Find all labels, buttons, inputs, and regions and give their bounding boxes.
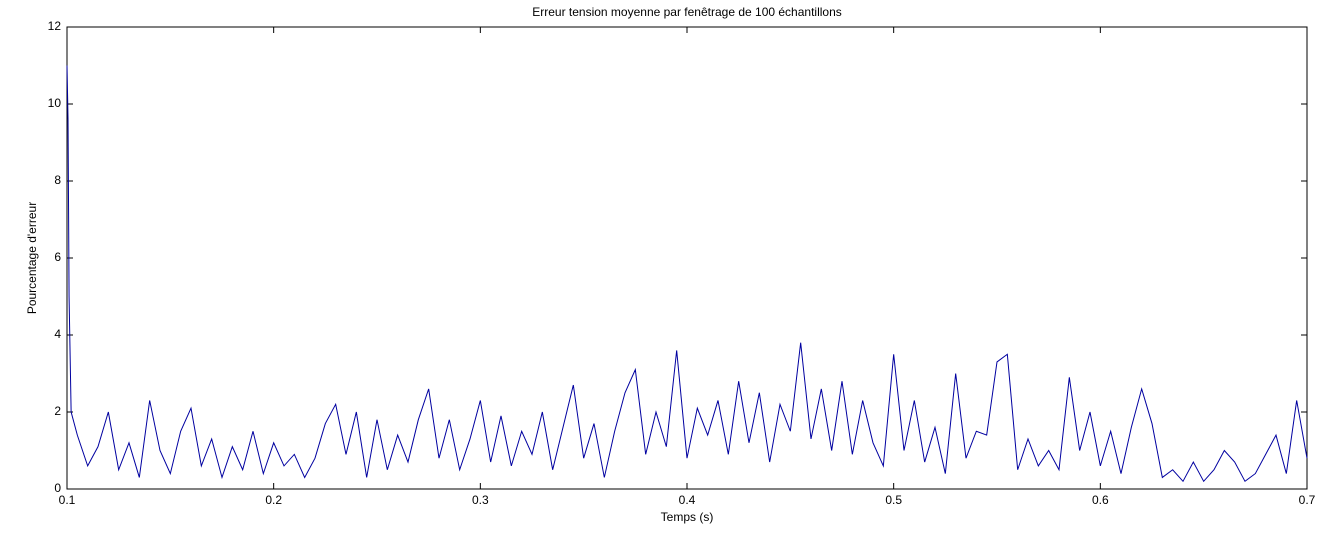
y-tick-label: 12 bbox=[48, 19, 62, 33]
x-tick-label: 0.6 bbox=[1092, 493, 1109, 507]
y-axis-label: Pourcentage d'erreur bbox=[25, 202, 39, 314]
x-tick-label: 0.3 bbox=[472, 493, 489, 507]
data-line bbox=[66, 65, 1308, 483]
y-tick-label: 2 bbox=[54, 404, 61, 418]
y-tick-label: 0 bbox=[54, 481, 61, 495]
x-tick-label: 0.5 bbox=[885, 493, 902, 507]
x-tick-label: 0.7 bbox=[1299, 493, 1316, 507]
y-tick-label: 10 bbox=[48, 96, 62, 110]
y-tick-label: 8 bbox=[54, 173, 61, 187]
y-tick-label: 6 bbox=[54, 250, 61, 264]
x-tick-label: 0.1 bbox=[59, 493, 76, 507]
x-axis-label: Temps (s) bbox=[661, 510, 714, 524]
x-tick-label: 0.2 bbox=[265, 493, 282, 507]
x-tick-label: 0.4 bbox=[679, 493, 696, 507]
y-tick-label: 4 bbox=[54, 327, 61, 341]
chart-title: Erreur tension moyenne par fenêtrage de … bbox=[532, 5, 842, 19]
